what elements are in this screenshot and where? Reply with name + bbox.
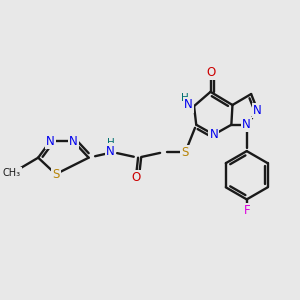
- Text: S: S: [182, 146, 189, 159]
- Text: CH₃: CH₃: [3, 168, 21, 178]
- Text: N: N: [253, 104, 262, 117]
- Text: F: F: [243, 204, 250, 217]
- Text: N: N: [184, 98, 193, 112]
- Text: N: N: [69, 135, 78, 148]
- Text: O: O: [206, 66, 215, 79]
- Text: N: N: [209, 128, 218, 141]
- Text: N: N: [242, 118, 251, 131]
- Text: N: N: [46, 135, 55, 148]
- Text: H: H: [182, 93, 189, 103]
- Text: S: S: [52, 168, 59, 181]
- Text: O: O: [131, 171, 140, 184]
- Text: H: H: [107, 138, 115, 148]
- Text: N: N: [106, 145, 115, 158]
